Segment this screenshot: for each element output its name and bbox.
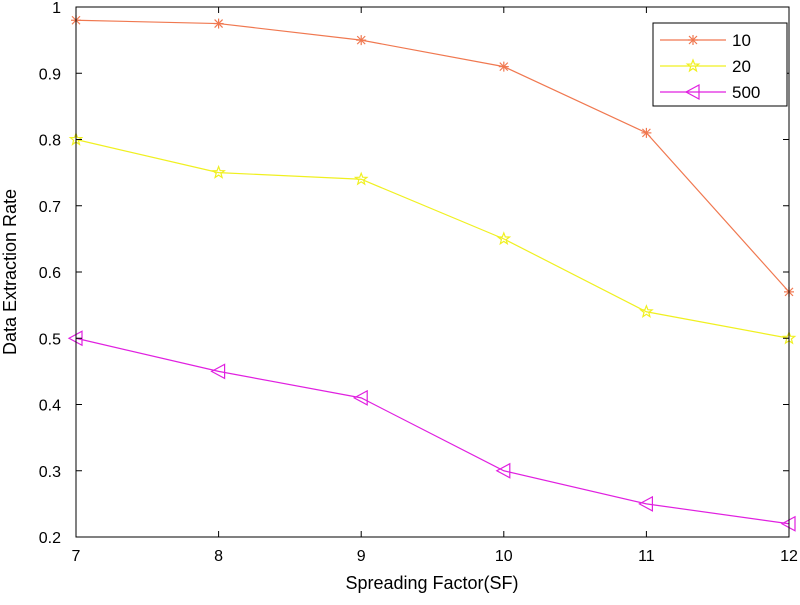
series-line-500 <box>75 337 790 525</box>
legend-label: 500 <box>732 83 760 102</box>
data-point-10 <box>641 127 652 138</box>
data-point-10 <box>213 18 224 29</box>
y-tick-label: 0.7 <box>39 199 61 216</box>
data-point-500 <box>638 495 654 512</box>
data-point-20 <box>211 164 226 179</box>
data-point-500 <box>210 363 226 380</box>
legend-box <box>652 22 788 107</box>
x-tick-label: 11 <box>638 548 655 565</box>
legend-marker-10 <box>688 35 698 45</box>
data-point-10 <box>498 61 509 72</box>
legend-marker-500 <box>684 83 700 101</box>
series-line-10 <box>75 19 790 293</box>
x-tick-label: 7 <box>72 548 81 565</box>
y-axis-label: Data Extraction Rate <box>0 189 20 355</box>
y-tick-label: 0.2 <box>39 530 61 547</box>
x-tick-label: 12 <box>780 548 798 565</box>
x-tick-label: 8 <box>214 548 223 565</box>
y-tick-label: 0.4 <box>39 398 61 415</box>
legend-label: 10 <box>732 31 751 50</box>
data-point-20 <box>496 231 512 246</box>
data-point-20 <box>353 171 369 186</box>
y-tick-label: 0.6 <box>39 265 61 282</box>
legend-label: 20 <box>732 57 751 76</box>
y-tick-label: 0.9 <box>39 66 61 83</box>
data-point-20 <box>639 304 654 318</box>
legend-marker-20 <box>685 58 701 73</box>
x-axis-label: Spreading Factor(SF) <box>345 573 518 593</box>
y-tick-label: 0.3 <box>39 464 61 481</box>
data-point-500 <box>352 389 368 406</box>
legend: 10 20 500 <box>652 22 788 107</box>
series-line-20 <box>75 138 790 339</box>
y-tick-label: 0.5 <box>39 331 61 348</box>
data-point-10 <box>356 35 367 46</box>
x-tick-label: 9 <box>357 548 366 565</box>
data-point-500 <box>495 462 511 479</box>
x-tick-label: 10 <box>495 548 513 565</box>
y-tick-label: 1 <box>52 0 61 17</box>
y-tick-label: 0.8 <box>39 133 61 150</box>
